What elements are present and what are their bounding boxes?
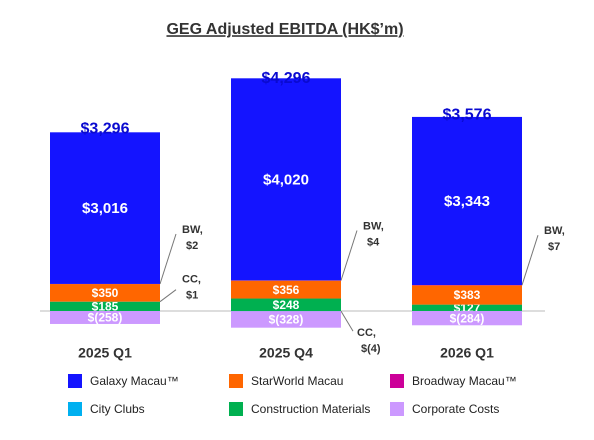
callout-label: CC, $1 bbox=[182, 274, 201, 302]
bar-segment bbox=[50, 284, 160, 302]
segment-label: $4,020 bbox=[263, 171, 309, 188]
segment-label: $248 bbox=[273, 298, 300, 312]
segment-label: $356 bbox=[273, 283, 300, 297]
segment-label: $(328) bbox=[269, 313, 304, 327]
legend-swatch bbox=[229, 402, 243, 416]
bar-segment bbox=[50, 301, 160, 311]
segment-label: $(258) bbox=[88, 311, 123, 325]
segment-label: $3,016 bbox=[82, 200, 128, 217]
segment-label: $185 bbox=[92, 300, 119, 314]
legend-label: Broadway Macau™ bbox=[412, 374, 517, 388]
legend-label: StarWorld Macau bbox=[251, 374, 343, 388]
total-label: $3,296 bbox=[81, 120, 130, 137]
legend-swatch bbox=[390, 374, 404, 388]
bar-segment bbox=[231, 78, 341, 281]
category-label: 2025 Q4 bbox=[259, 345, 313, 361]
callout-label: BW, $4 bbox=[363, 220, 384, 248]
segment-label: $383 bbox=[454, 288, 481, 302]
bar-segment bbox=[412, 304, 522, 311]
legend-swatch bbox=[390, 402, 404, 416]
category-label: 2025 Q1 bbox=[78, 345, 132, 361]
legend-swatch bbox=[229, 374, 243, 388]
bar-segment bbox=[50, 311, 160, 324]
legend-label: Construction Materials bbox=[251, 402, 370, 416]
segment-label: $3,343 bbox=[444, 193, 490, 210]
chart-title: GEG Adjusted EBITDA (HK$’m) bbox=[166, 21, 403, 38]
callout-line bbox=[340, 230, 358, 281]
callout-label: BW, $2 bbox=[182, 224, 203, 252]
callout-line bbox=[159, 289, 177, 303]
legend-label: Galaxy Macau™ bbox=[90, 374, 179, 388]
legend-label: City Clubs bbox=[90, 402, 145, 416]
callout-line bbox=[159, 233, 177, 285]
callout-line bbox=[340, 310, 354, 332]
callout-line bbox=[521, 235, 539, 286]
total-label: $4,296 bbox=[262, 70, 311, 87]
bar-segment bbox=[231, 298, 341, 311]
total-label: $3,576 bbox=[443, 106, 492, 123]
segment-label: $(284) bbox=[450, 311, 485, 325]
callout-label: BW, $7 bbox=[544, 225, 565, 253]
bar-segment bbox=[412, 116, 522, 286]
segment-label: $350 bbox=[92, 286, 119, 300]
bar-segment bbox=[231, 311, 341, 328]
legend-swatch bbox=[68, 402, 82, 416]
bar-segment bbox=[50, 132, 160, 284]
callout-label: CC, $(4) bbox=[357, 327, 381, 355]
bar-segment bbox=[231, 280, 341, 299]
legend-label: Corporate Costs bbox=[412, 402, 499, 416]
category-label: 2026 Q1 bbox=[440, 345, 494, 361]
bar-segment bbox=[412, 285, 522, 305]
bar-segment bbox=[412, 311, 522, 326]
legend-swatch bbox=[68, 374, 82, 388]
